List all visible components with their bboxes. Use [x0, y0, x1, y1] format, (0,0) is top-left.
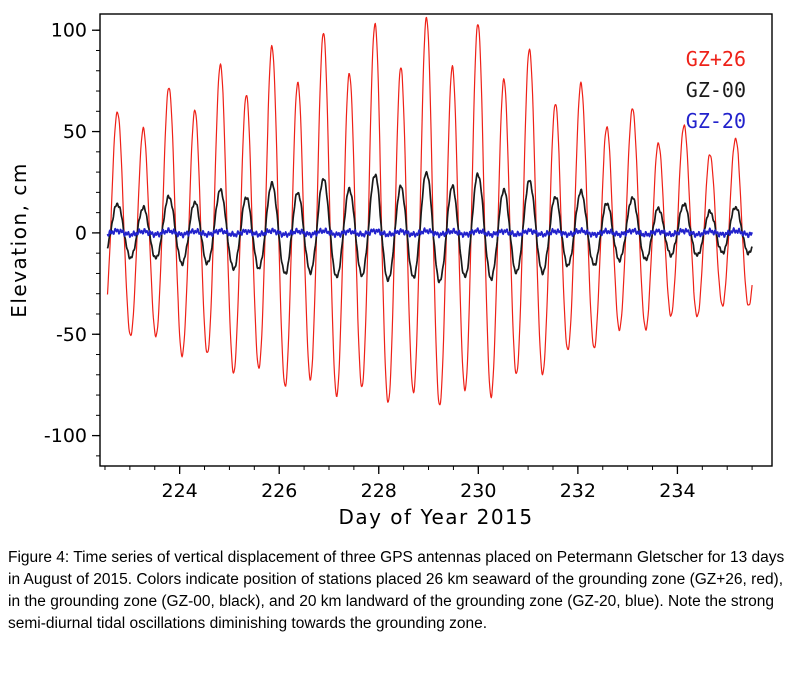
x-tick-label: 226 [261, 480, 297, 502]
legend-gz-26: GZ+26 [686, 47, 746, 71]
tide-elevation-chart: 224 226 228 230 232 234 -100 -50 0 50 100 Day of Ye… [7, 13, 773, 529]
legend-gz-20: GZ-20 [686, 109, 746, 133]
x-tick-label: 232 [560, 480, 596, 502]
x-tick-label: 234 [659, 480, 695, 502]
x-tick-label: 224 [162, 480, 198, 502]
legend-gz-00: GZ-00 [686, 78, 746, 102]
x-tick-label: 228 [361, 480, 397, 502]
plot-frame [99, 13, 773, 467]
y-axis-title: Elevation, cm [7, 162, 31, 318]
y-tick-label: 50 [63, 121, 87, 143]
figure-caption: Figure 4: Time series of vertical displa… [8, 549, 785, 632]
y-tick-label: -50 [56, 324, 87, 346]
y-tick-label: -100 [44, 425, 87, 447]
x-axis-title: Day of Year 2015 [338, 505, 533, 529]
series-line-gz-26 [106, 16, 753, 406]
y-tick-label: 0 [75, 222, 87, 244]
series-line-gz-00 [106, 170, 753, 284]
x-tick-label: 230 [460, 480, 496, 502]
series-line-gz-20 [106, 227, 753, 239]
y-tick-label: 100 [51, 20, 87, 42]
